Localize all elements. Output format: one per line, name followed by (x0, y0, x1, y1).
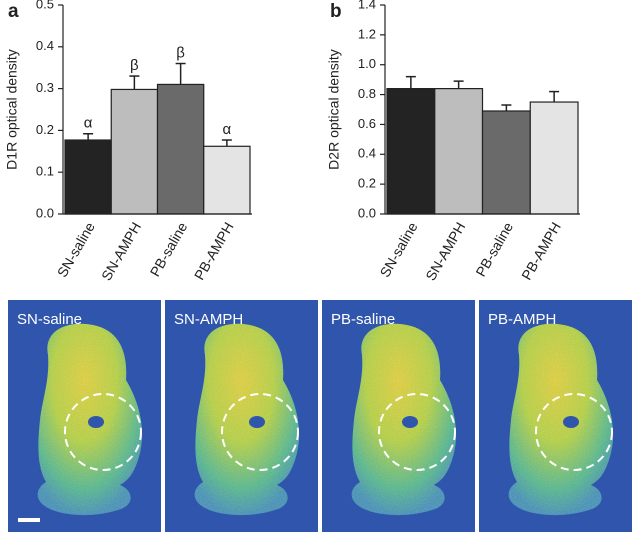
x-tick-label: PB-saline (472, 219, 516, 279)
y-tick-label: 0.4 (36, 38, 54, 53)
panel-label: a (8, 1, 19, 22)
lesion (88, 416, 104, 428)
x-tick-label: SN-AMPH (422, 219, 468, 283)
image-label: PB-saline (331, 311, 395, 328)
x-tick-label: SN-saline (376, 219, 420, 280)
image-panel: PB-AMPH (479, 300, 632, 532)
y-tick-label: 0.6 (358, 116, 376, 131)
panel-label: b (330, 1, 342, 22)
scale-bar (18, 518, 40, 522)
y-tick-label: 0.0 (358, 205, 376, 220)
bar (156, 83, 205, 215)
image-label: SN-saline (17, 311, 82, 328)
roi-circle (221, 393, 299, 471)
annotation: α (223, 121, 232, 138)
y-axis-label: D1R optical density (4, 49, 20, 170)
lesion (563, 416, 579, 428)
bar (434, 87, 484, 215)
y-tick-label: 1.0 (358, 56, 376, 71)
lesion (402, 416, 418, 428)
bar (203, 145, 251, 215)
image-panel: PB-saline (322, 300, 475, 532)
bar (64, 139, 112, 215)
y-tick-label: 0.3 (36, 80, 54, 95)
y-tick-label: 0.5 (36, 0, 54, 11)
x-tick-label: SN-AMPH (98, 219, 144, 283)
image-panel: SN-saline (8, 300, 161, 532)
annotation: β (176, 44, 185, 61)
x-tick-label: PB-AMPH (518, 219, 564, 282)
bar (110, 88, 159, 215)
annotation: α (84, 115, 93, 132)
x-tick-label: SN-saline (54, 219, 98, 280)
bar (529, 101, 579, 215)
y-tick-label: 1.2 (358, 26, 376, 41)
y-tick-label: 0.8 (358, 86, 376, 101)
y-tick-label: 1.4 (358, 0, 376, 11)
x-tick-label: PB-saline (147, 219, 191, 279)
roi-circle (378, 393, 456, 471)
y-tick-label: 0.2 (358, 176, 376, 191)
y-tick-label: 0.1 (36, 164, 54, 179)
bar (386, 87, 436, 215)
image-label: PB-AMPH (488, 311, 556, 328)
y-tick-label: 0.2 (36, 122, 54, 137)
y-tick-label: 0.4 (358, 146, 376, 161)
roi-circle (64, 393, 142, 471)
annotation: β (130, 57, 139, 74)
roi-circle (535, 393, 613, 471)
lesion (249, 416, 265, 428)
image-panel: SN-AMPH (165, 300, 318, 532)
image-label: SN-AMPH (174, 311, 243, 328)
y-axis-label: D2R optical density (326, 49, 342, 170)
bar (481, 110, 531, 215)
x-tick-label: PB-AMPH (191, 219, 237, 282)
y-tick-label: 0.0 (36, 205, 54, 220)
